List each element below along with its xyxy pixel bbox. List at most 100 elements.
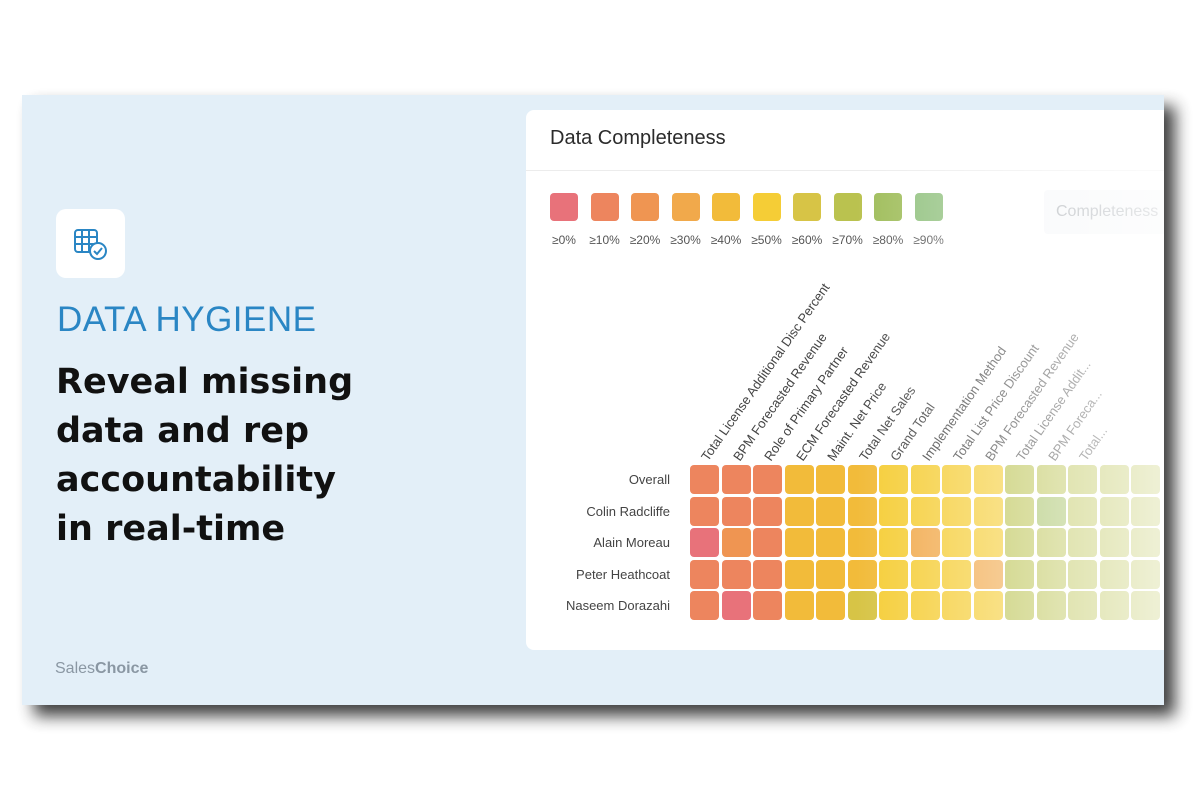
heatmap-cell[interactable]: [973, 591, 1003, 620]
column-label: Total...: [1076, 423, 1111, 464]
heatmap-cell[interactable]: [753, 559, 782, 589]
heatmap-cell[interactable]: [1005, 496, 1034, 526]
heatmap-cell[interactable]: [1068, 559, 1097, 589]
heatmap-cell[interactable]: [973, 465, 1003, 494]
heatmap-cell[interactable]: [1005, 465, 1034, 494]
heatmap-cell[interactable]: [816, 465, 845, 494]
heatmap-cell[interactable]: [1131, 528, 1160, 557]
heatmap-cell[interactable]: [942, 528, 971, 557]
legend-label: ≥30%: [670, 233, 701, 247]
completeness-filter[interactable]: Completeness: [1044, 190, 1164, 234]
heatmap-cell[interactable]: [973, 559, 1003, 589]
heatmap-cell[interactable]: [721, 496, 751, 526]
heatmap-cell[interactable]: [690, 496, 719, 526]
heatmap-cell[interactable]: [847, 559, 877, 589]
heatmap-cell[interactable]: [1068, 591, 1097, 620]
heatmap-cell[interactable]: [879, 528, 908, 557]
heatmap-cell[interactable]: [879, 465, 908, 494]
heatmap-cell[interactable]: [942, 559, 971, 589]
legend-label: ≥10%: [589, 233, 620, 247]
heatmap-cell[interactable]: [1005, 591, 1034, 620]
legend-swatch: [874, 193, 902, 221]
heatmap-cell[interactable]: [753, 528, 782, 557]
heatmap-cell[interactable]: [784, 465, 814, 494]
heatmap-cell[interactable]: [816, 559, 845, 589]
heatmap-cell[interactable]: [721, 559, 751, 589]
heatmap-cell[interactable]: [910, 591, 940, 620]
heatmap-cell[interactable]: [847, 528, 877, 557]
heatmap-cell[interactable]: [847, 591, 877, 620]
headline-line: data and rep: [56, 411, 310, 451]
heatmap-cell[interactable]: [690, 591, 719, 620]
heatmap-cell[interactable]: [879, 496, 908, 526]
heatmap-cell[interactable]: [1036, 528, 1066, 557]
heatmap-cell[interactable]: [1036, 465, 1066, 494]
heatmap-cell[interactable]: [910, 465, 940, 494]
heatmap-cell[interactable]: [753, 591, 782, 620]
heatmap-cell[interactable]: [1036, 591, 1066, 620]
heatmap-cell[interactable]: [942, 465, 971, 494]
legend-label: ≥20%: [629, 233, 661, 247]
legend-swatch: [590, 193, 619, 221]
heatmap-cell[interactable]: [721, 591, 751, 620]
heatmap-cell[interactable]: [1131, 465, 1160, 494]
heatmap-cell[interactable]: [879, 559, 908, 589]
heatmap-cell[interactable]: [910, 496, 940, 526]
heatmap-cell[interactable]: [721, 465, 751, 494]
heatmap-cell[interactable]: [1131, 591, 1160, 620]
heatmap-cell[interactable]: [816, 496, 845, 526]
heatmap-cell[interactable]: [1099, 591, 1129, 620]
row-label: Colin Radcliffe: [586, 503, 670, 519]
heatmap-cell[interactable]: [973, 496, 1003, 526]
legend-swatch: [914, 193, 943, 221]
heatmap-cell[interactable]: [910, 559, 940, 589]
legend-label: ≥40%: [710, 233, 742, 247]
heatmap-cell[interactable]: [690, 559, 719, 589]
divider: [526, 170, 1164, 171]
heatmap-cell[interactable]: [942, 591, 971, 620]
heatmap-cell[interactable]: [847, 465, 877, 494]
heatmap-cell[interactable]: [1099, 496, 1129, 526]
table-check-icon: [74, 229, 107, 260]
dashboard-card: Data Completeness ≥0% ≥10% ≥20% ≥30% ≥40% ≥50…: [526, 110, 1164, 650]
heatmap-cell[interactable]: [1068, 496, 1097, 526]
heatmap-cell[interactable]: [753, 496, 782, 526]
heatmap-cell[interactable]: [1036, 496, 1066, 526]
heatmap-cell[interactable]: [1005, 528, 1034, 557]
headline-line: accountability: [56, 460, 336, 500]
headline-line: Reveal missing: [56, 362, 354, 402]
heatmap-cell[interactable]: [753, 465, 782, 494]
row-label: Overall: [628, 472, 670, 487]
legend-swatch: [833, 193, 862, 221]
heatmap-cell[interactable]: [1131, 559, 1160, 589]
heatmap-cell[interactable]: [879, 591, 908, 620]
heatmap-cell[interactable]: [1068, 528, 1097, 557]
heatmap-cell[interactable]: [1099, 559, 1129, 589]
heatmap-cell[interactable]: [690, 528, 719, 557]
heatmap-cell[interactable]: [910, 528, 940, 557]
heatmap-cell[interactable]: [1005, 559, 1034, 589]
heatmap-cell[interactable]: [784, 591, 814, 620]
heatmap-cell[interactable]: [816, 591, 845, 620]
legend-label: ≥80%: [872, 233, 904, 247]
heatmap-cell[interactable]: [1036, 559, 1066, 589]
row-label: Peter Heathcoat: [576, 566, 670, 582]
legend-label: ≥50%: [751, 233, 782, 247]
heatmap-cell[interactable]: [784, 496, 814, 526]
legend-label: ≥70%: [832, 233, 863, 247]
heatmap-cell[interactable]: [973, 528, 1003, 557]
heatmap-cell[interactable]: [816, 528, 845, 557]
heatmap-cell[interactable]: [721, 528, 751, 557]
slide: DATA HYGIENE Reveal missing data and rep…: [22, 95, 1164, 705]
heatmap-cell[interactable]: [942, 496, 971, 526]
heatmap-cell[interactable]: [1099, 465, 1129, 494]
heatmap-cell[interactable]: [1099, 528, 1129, 557]
heatmap-cell[interactable]: [847, 496, 877, 526]
heatmap-cell[interactable]: [690, 465, 719, 494]
heatmap-cell[interactable]: [784, 559, 814, 589]
legend-swatch: [793, 193, 821, 221]
heatmap-cell[interactable]: [784, 528, 814, 557]
brand-logo: SalesChoice: [55, 660, 149, 677]
heatmap-cell[interactable]: [1068, 465, 1097, 494]
heatmap-cell[interactable]: [1131, 496, 1160, 526]
